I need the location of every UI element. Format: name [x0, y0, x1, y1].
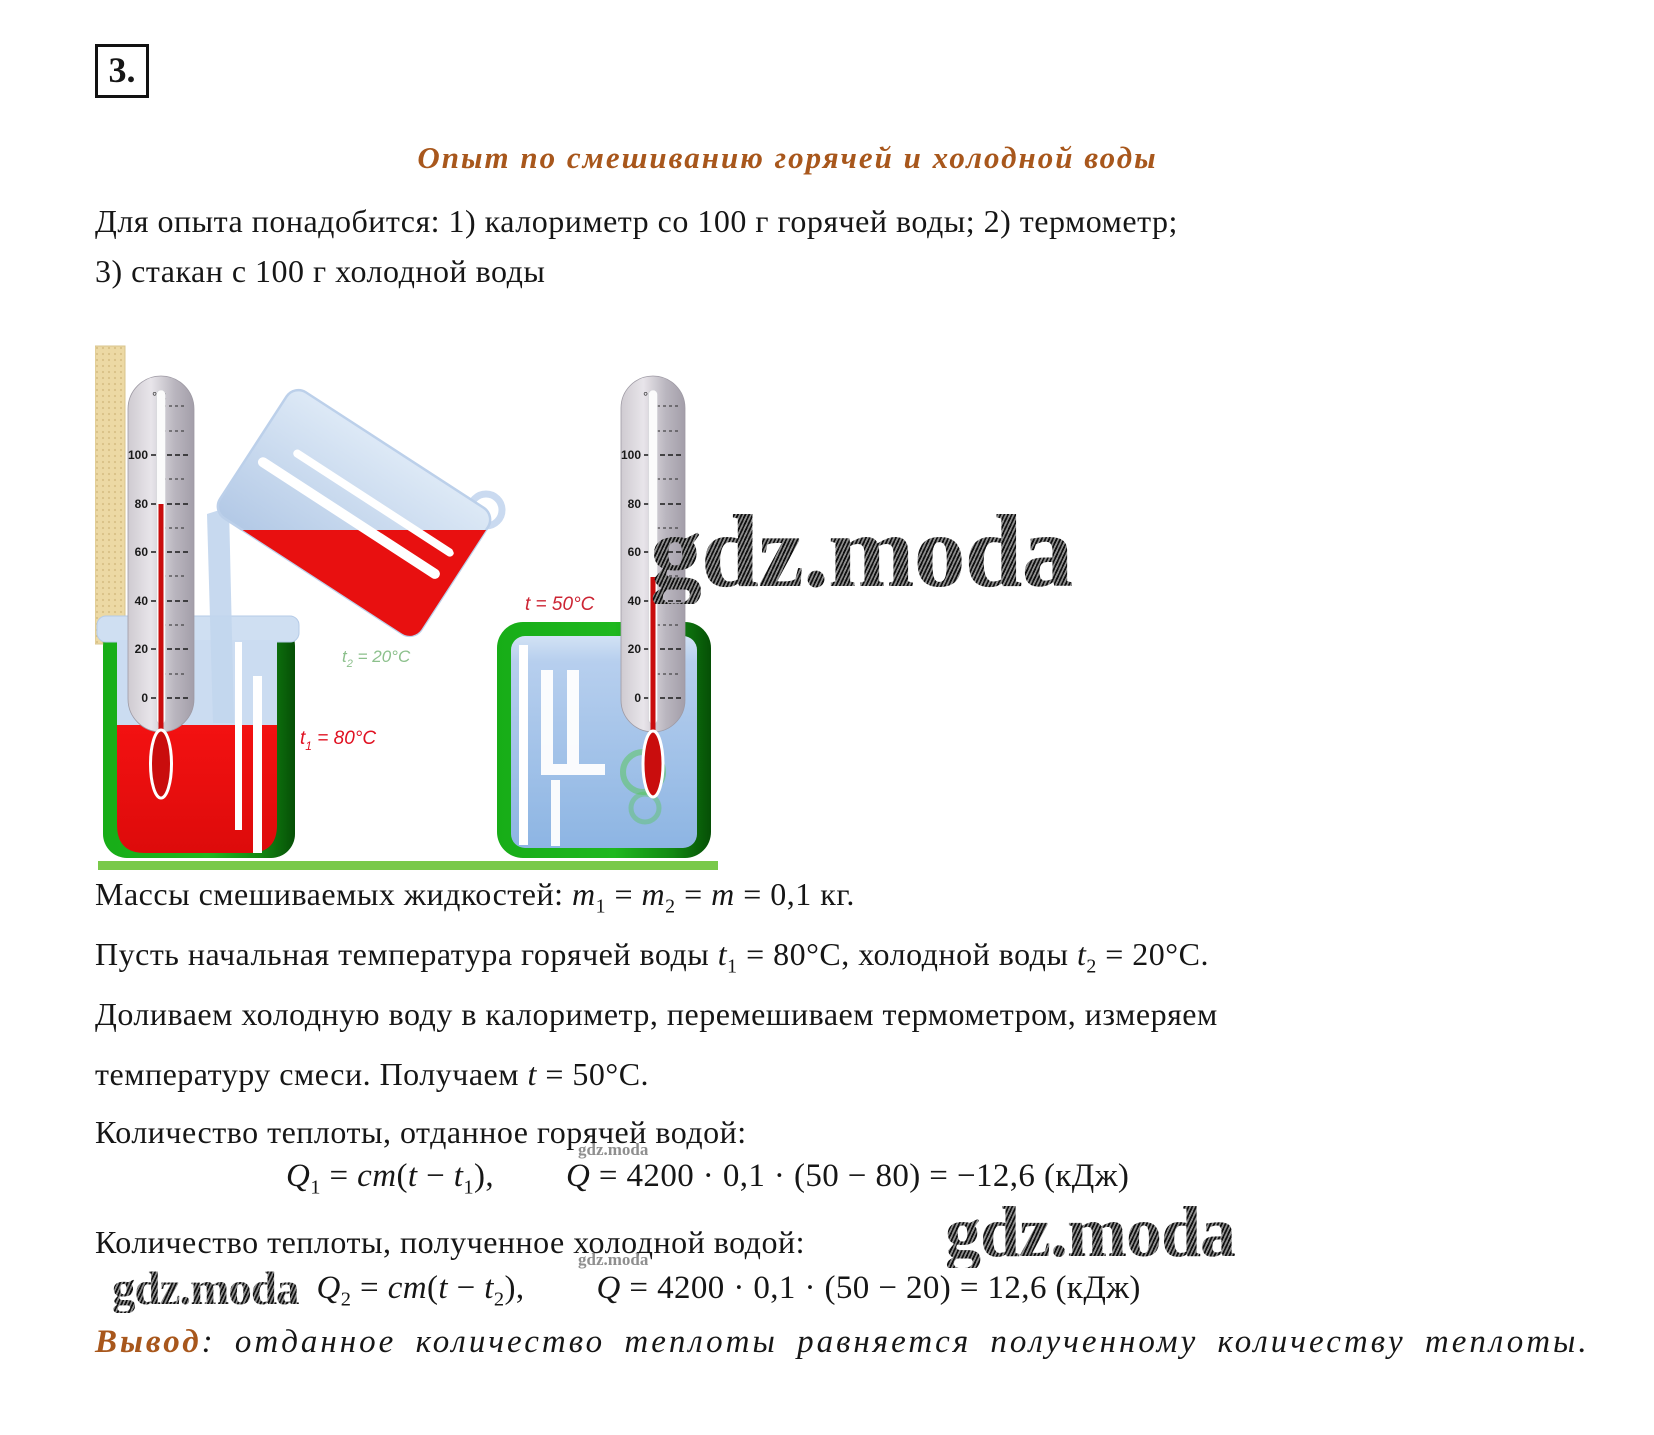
label-hot-temp: t1 = 80°C [300, 728, 376, 753]
reflection [519, 645, 528, 845]
experiment-illustration: °C 100 80 60 40 20 0 [95, 345, 718, 870]
mercury-column [650, 577, 656, 731]
tick-label: 100 [621, 448, 641, 462]
task-number: 3. [108, 50, 136, 90]
tick-label: 80 [628, 497, 642, 511]
calorimeter [96, 615, 300, 858]
pour-stream [207, 507, 234, 723]
tick-label: 60 [135, 545, 149, 559]
reflection [235, 642, 242, 830]
intro-line-2: 3) стакан с 100 г холодной воды [95, 253, 546, 289]
thermometer-bulb [641, 729, 665, 799]
thermometer-bulb [149, 728, 173, 800]
pouring-beaker [212, 388, 496, 642]
bubble [628, 791, 662, 825]
tick-label: 60 [628, 545, 642, 559]
thermometer-mix: °C 100 80 60 40 20 0 [620, 375, 686, 799]
tick-label: 20 [135, 642, 149, 656]
intro-paragraph: Для опыта понадобится: 1) калориметр со … [95, 196, 1178, 296]
watermark-small: gdz.moda [578, 1140, 649, 1159]
white-marks [541, 670, 605, 846]
page-title: Опыт по смешиванию горячей и холодной во… [417, 140, 1158, 175]
q1-heading: Количество теплоты, отданное горячей вод… [95, 1114, 747, 1150]
tick-label: 100 [128, 448, 148, 462]
reflection [257, 457, 440, 579]
intro-line-1: Для опыта понадобится: 1) калориметр со … [95, 203, 1178, 239]
formula-q1: Q1 = cm(t − t1), Q = 4200 · 0,1 · (50 − 8… [286, 1158, 1130, 1199]
stand-strip [95, 345, 126, 645]
conclusion-text: отданное количество теплоты равняется по… [234, 1324, 1590, 1360]
tick-label: 40 [135, 594, 149, 608]
watermark-medium: gdz.moda [945, 1192, 1236, 1272]
pour-line-1: Доливаем холодную воду в калориметр, пер… [95, 996, 1218, 1032]
reflection [293, 449, 454, 557]
mercury-column [158, 504, 164, 730]
initial-temps-line: Пусть начальная температура горячей воды… [95, 936, 1209, 978]
thermometer-hot: °C 100 80 60 40 20 0 [127, 375, 195, 800]
masses-line: Массы смешиваемых жидкостей: m1 = m2 = m… [95, 876, 855, 918]
q2-heading: Количество теплоты, полученное холодной … [95, 1224, 805, 1260]
tick-label: 80 [135, 497, 149, 511]
conclusion-label: Вывод [95, 1324, 202, 1360]
watermark-big: gdz.moda [650, 494, 1073, 609]
task-number-box: 3. [95, 44, 149, 98]
formula-q2: gdz.moda Q2 = cm(t − t2), Q = 4200 · 0,1 ·… [112, 1263, 1141, 1315]
tick-label: 0 [141, 691, 148, 705]
tick-label: 0 [634, 691, 641, 705]
reflection [253, 676, 262, 853]
watermark-small: gdz.moda [578, 1250, 649, 1269]
watermark-inline: gdz.moda [112, 1263, 300, 1315]
label-cold-temp: t2 = 20°C [342, 647, 411, 670]
label-mix-temp: t = 50°C [525, 594, 595, 615]
base-bar [98, 861, 718, 870]
conclusion-line: Вывод: отданное количество теплоты равня… [95, 1324, 1590, 1360]
tick-label: 40 [628, 594, 642, 608]
tick-label: 20 [628, 642, 642, 656]
pour-line-2: температуру смеси. Получаем t = 50°C. [95, 1056, 650, 1092]
